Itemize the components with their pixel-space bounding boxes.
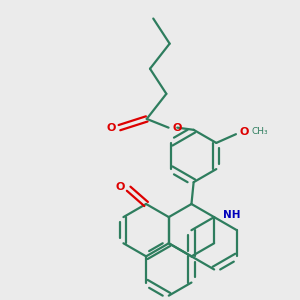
Text: O: O — [172, 123, 182, 133]
Text: NH: NH — [223, 210, 240, 220]
Text: CH₃: CH₃ — [251, 128, 268, 136]
Text: O: O — [239, 127, 249, 137]
Text: O: O — [115, 182, 124, 191]
Text: O: O — [106, 123, 116, 133]
